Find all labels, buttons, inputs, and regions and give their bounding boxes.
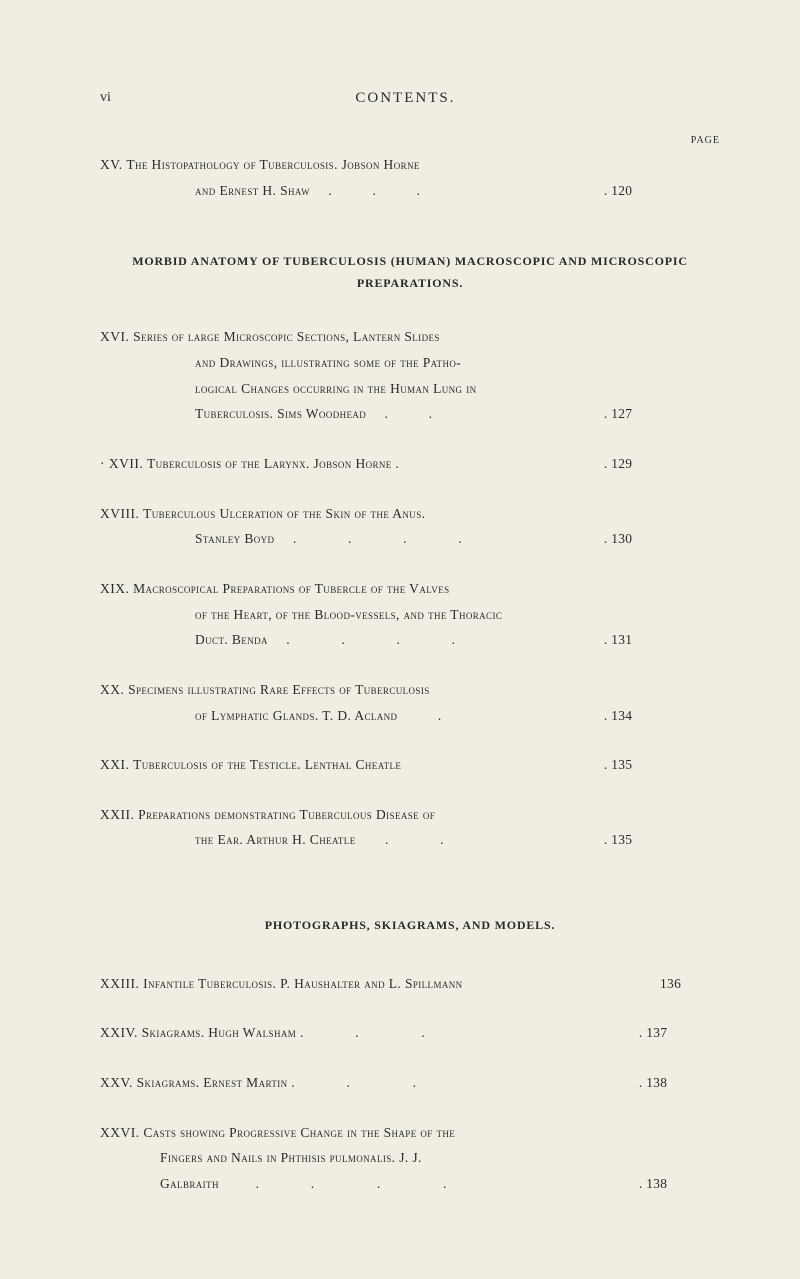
roman-numeral: XV. [100,157,123,172]
entry-line: Specimens illustrating Rare Effects of T… [128,682,430,697]
entry-line: Skiagrams. Ernest Martin . [137,1075,296,1090]
roman-numeral: XXVI. [100,1125,140,1140]
page-number: . 135 [699,752,720,778]
entry-line: the Ear. Arthur H. Cheatle [195,832,356,847]
page-numeral-top: vi [100,90,111,107]
page-number: . 130 [699,526,720,552]
entry-line: logical Changes occurring in the Human L… [195,381,477,396]
page-number: . 138 [699,1171,720,1197]
roman-numeral: XVI. [100,329,129,344]
entry-line: Tuberculosis. Sims Woodhead [195,406,366,421]
entry-text: XX. Specimens illustrating Rare Effects … [100,677,720,728]
entry-line: Galbraith [160,1176,219,1191]
entry-text: XXII. Preparations demonstrating Tubercu… [100,802,720,853]
page-number: . 135 [699,827,720,853]
entry-continuation: and Ernest H. Shaw [195,183,310,198]
toc-entry-xix: XIX. Macroscopical Preparations of Tuber… [100,576,720,653]
toc-entry-xxiii: XXIII. Infantile Tuberculosis. P. Hausha… [100,971,720,997]
entry-line: Fingers and Nails in Phthisis pulmonalis… [160,1150,422,1165]
entry-line: Casts showing Progressive Change in the … [143,1125,455,1140]
contents-title: CONTENTS. [355,90,455,107]
entry-line: and Drawings, illustrating some of the P… [195,355,461,370]
page-number: . 127 [699,401,720,427]
entry-line: Tuberculosis of the Larynx. Jobson Horne… [147,456,399,471]
page-number: . 134 [699,703,720,729]
entry-text: XXIII. Infantile Tuberculosis. P. Hausha… [100,971,720,997]
roman-numeral: XXIV. [100,1025,138,1040]
toc-entry-xvi: XVI. Series of large Microscopic Section… [100,324,720,427]
roman-numeral: XIX. [100,581,129,596]
roman-numeral: XXII. [100,807,134,822]
header-row: vi CONTENTS. [100,90,720,107]
roman-numeral: XXI. [100,757,129,772]
entry-text: XXVI. Casts showing Progressive Change i… [100,1120,720,1197]
entry-text: XV. The Histopathology of Tuberculosis. … [100,152,720,203]
toc-entry-xv: XV. The Histopathology of Tuberculosis. … [100,152,720,203]
page-number: . 138 [699,1070,720,1096]
toc-entry-xviii: XVIII. Tuberculous Ulceration of the Ski… [100,501,720,552]
toc-entry-xvii: · XVII. Tuberculosis of the Larynx. Jobs… [100,451,720,477]
spacer [700,90,720,107]
page-number: . 131 [699,627,720,653]
section-heading-photographs: PHOTOGRAPHS, SKIAGRAMS, AND MODELS. [100,915,720,937]
toc-entry-xxii: XXII. Preparations demonstrating Tubercu… [100,802,720,853]
page-number: . 129 [699,451,720,477]
toc-entry-xxi: XXI. Tuberculosis of the Testicle. Lenth… [100,752,720,778]
toc-entry-xxiv: XXIV. Skiagrams. Hugh Walsham . . . . 13… [100,1020,720,1046]
entry-line: Duct. Benda [195,632,268,647]
entry-line: Infantile Tuberculosis. P. Haushalter an… [143,976,463,991]
roman-numeral: XXV. [100,1075,133,1090]
page-number: . 137 [699,1020,720,1046]
entry-text: XVI. Series of large Microscopic Section… [100,324,720,427]
page-column-label: PAGE [100,135,720,146]
page-number: . 120 [699,178,720,204]
entry-text: XXIV. Skiagrams. Hugh Walsham . . . . 13… [100,1020,720,1046]
entry-line: Tuberculosis of the Testicle. Lenthal Ch… [133,757,401,772]
entry-line: of the Heart, of the Blood-vessels, and … [195,607,502,622]
entry-text: · XVII. Tuberculosis of the Larynx. Jobs… [100,451,720,477]
entry-line: Skiagrams. Hugh Walsham . [142,1025,304,1040]
entry-text: XVIII. Tuberculous Ulceration of the Ski… [100,501,720,552]
entry-line: Series of large Microscopic Sections, La… [133,329,440,344]
entry-text: XXV. Skiagrams. Ernest Martin . . . . 13… [100,1070,720,1096]
section-heading-morbid: MORBID ANATOMY OF TUBERCULOSIS (HUMAN) M… [100,251,720,294]
entry-text: XIX. Macroscopical Preparations of Tuber… [100,576,720,653]
roman-numeral: XX. [100,682,124,697]
toc-entry-xx: XX. Specimens illustrating Rare Effects … [100,677,720,728]
roman-numeral: XXIII. [100,976,139,991]
entry-title: The Histopathology of Tuberculosis. Jobs… [126,157,419,172]
roman-numeral: XVIII. [100,506,139,521]
entry-line: Stanley Boyd [195,531,274,546]
toc-entry-xxvi: XXVI. Casts showing Progressive Change i… [100,1120,720,1197]
toc-entry-xxv: XXV. Skiagrams. Ernest Martin . . . . 13… [100,1070,720,1096]
entry-line: of Lymphatic Glands. T. D. Acland [195,708,397,723]
entry-line: Preparations demonstrating Tuberculous D… [138,807,435,822]
entry-text: XXI. Tuberculosis of the Testicle. Lenth… [100,752,720,778]
entry-line: Macroscopical Preparations of Tubercle o… [133,581,449,596]
roman-numeral: · XVII. [100,456,143,471]
entry-line: Tuberculous Ulceration of the Skin of th… [143,506,425,521]
